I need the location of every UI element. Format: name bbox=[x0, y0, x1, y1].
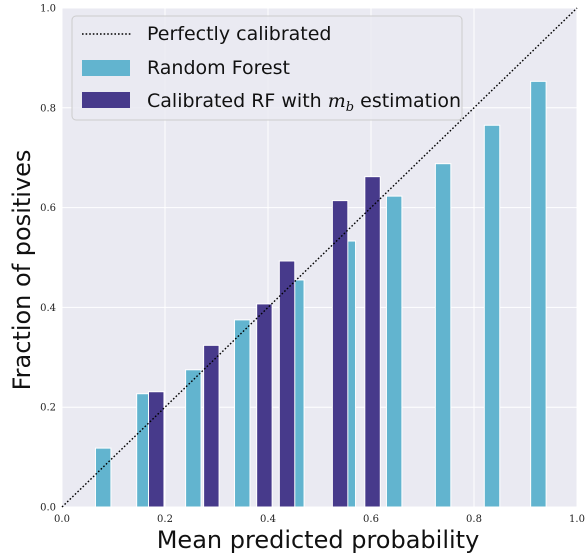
y-tick-label: 0.2 bbox=[40, 403, 56, 414]
legend: Perfectly calibrated Random Forest Calib… bbox=[71, 15, 463, 121]
x-tick-label: 0.6 bbox=[363, 514, 379, 525]
legend-label-random-forest: Random Forest bbox=[147, 57, 290, 79]
bar-random-forest bbox=[94, 447, 112, 508]
legend-swatch-random-forest bbox=[82, 60, 130, 76]
x-tick-label: 0.0 bbox=[54, 514, 70, 525]
bar-random-forest bbox=[185, 369, 202, 508]
y-axis-label: Fraction of positives bbox=[8, 150, 36, 391]
x-axis-label: Mean predicted probability bbox=[157, 526, 480, 554]
x-tick-label: 0.4 bbox=[260, 514, 276, 525]
bar-random-forest bbox=[530, 80, 547, 508]
legend-swatch-calibrated-rf bbox=[82, 92, 130, 108]
x-tick-label: 0.8 bbox=[466, 514, 482, 525]
bar-calibrated-rf bbox=[331, 200, 349, 508]
bar-calibrated-rf bbox=[203, 344, 220, 508]
bars-group bbox=[94, 80, 547, 508]
y-tick-label: 0.0 bbox=[40, 503, 56, 514]
bar-calibrated-rf bbox=[256, 303, 273, 508]
y-tick-label: 0.8 bbox=[40, 103, 56, 114]
tick-labels: 0.0 0.2 0.4 0.6 0.8 1.0 0.0 0.2 0.4 0.6 0.8 1.0 bbox=[40, 4, 585, 526]
bar-calibrated-rf bbox=[148, 391, 165, 508]
legend-frame bbox=[71, 15, 463, 121]
legend-label-calibrated-rf: Calibrated RF with mb estimation bbox=[147, 90, 461, 115]
legend-label-reference: Perfectly calibrated bbox=[147, 23, 331, 45]
y-tick-label: 0.6 bbox=[40, 203, 56, 214]
y-tick-label: 1.0 bbox=[40, 4, 56, 15]
x-tick-label: 1.0 bbox=[569, 514, 585, 525]
bar-random-forest bbox=[234, 319, 251, 508]
bar-random-forest bbox=[385, 195, 403, 508]
perfectly-calibrated-line bbox=[61, 7, 578, 508]
bar-calibrated-rf bbox=[364, 176, 381, 508]
bar-random-forest bbox=[434, 163, 452, 508]
y-tick-label: 0.4 bbox=[40, 303, 56, 314]
bar-random-forest bbox=[483, 124, 501, 508]
bar-calibrated-rf bbox=[278, 260, 296, 508]
x-tick-label: 0.2 bbox=[157, 514, 173, 525]
